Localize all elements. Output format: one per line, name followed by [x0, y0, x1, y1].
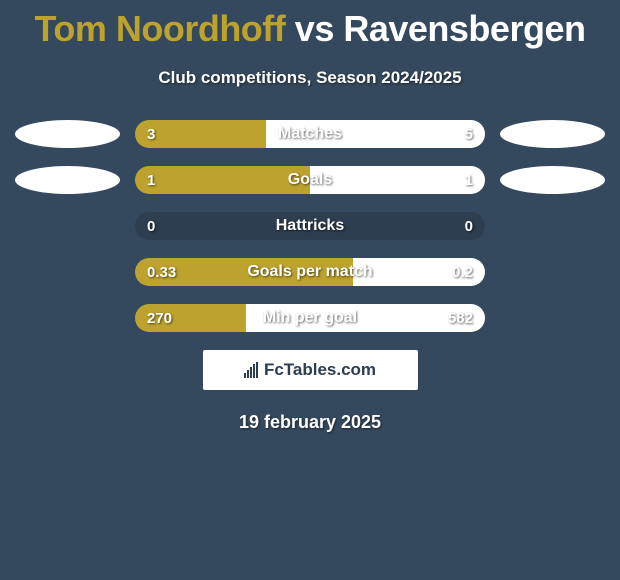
bar-right-fill — [353, 258, 485, 286]
stat-row: 35Matches — [0, 120, 620, 148]
stat-row: 270582Min per goal — [0, 304, 620, 332]
stat-row: 0 0Hattricks — [0, 212, 620, 240]
player1-ellipse — [15, 166, 120, 194]
subtitle: Club competitions, Season 2024/2025 — [0, 68, 620, 88]
stat-bar: 35Matches — [135, 120, 485, 148]
player2-ellipse — [500, 212, 605, 240]
logo-bars-icon — [244, 362, 258, 378]
stats-rows: 35Matches 11Goals 0 0Hattricks 0.330.2Goals … — [0, 120, 620, 332]
player2-ellipse — [500, 258, 605, 286]
player1-name: Tom Noordhoff — [35, 8, 286, 49]
stat-label: Hattricks — [135, 212, 485, 240]
bar-right-fill — [310, 166, 485, 194]
bar-left-fill — [135, 120, 266, 148]
stat-bar: 270582Min per goal — [135, 304, 485, 332]
player1-ellipse — [15, 212, 120, 240]
player1-ellipse — [15, 258, 120, 286]
stat-bar: 11Goals — [135, 166, 485, 194]
player2-ellipse — [500, 304, 605, 332]
bar-right-fill — [266, 120, 485, 148]
player2-ellipse — [500, 120, 605, 148]
player2-name: Ravensbergen — [343, 8, 585, 49]
player2-ellipse — [500, 166, 605, 194]
logo-text: FcTables.com — [264, 360, 376, 380]
logo: FcTables.com — [244, 360, 376, 380]
bar-right-fill — [246, 304, 485, 332]
stat-value-left: 0 — [147, 212, 155, 240]
comparison-title: Tom Noordhoff vs Ravensbergen — [0, 0, 620, 50]
stat-bar: 0.330.2Goals per match — [135, 258, 485, 286]
vs-text: vs — [295, 8, 334, 49]
date-line: 19 february 2025 — [0, 412, 620, 433]
stat-row: 11Goals — [0, 166, 620, 194]
bar-left-fill — [135, 304, 246, 332]
player1-ellipse — [15, 120, 120, 148]
bar-left-fill — [135, 258, 353, 286]
stat-bar: 0 0Hattricks — [135, 212, 485, 240]
player1-ellipse — [15, 304, 120, 332]
stat-row: 0.330.2Goals per match — [0, 258, 620, 286]
stat-value-right: 0 — [465, 212, 473, 240]
bar-left-fill — [135, 166, 310, 194]
logo-box: FcTables.com — [203, 350, 418, 390]
